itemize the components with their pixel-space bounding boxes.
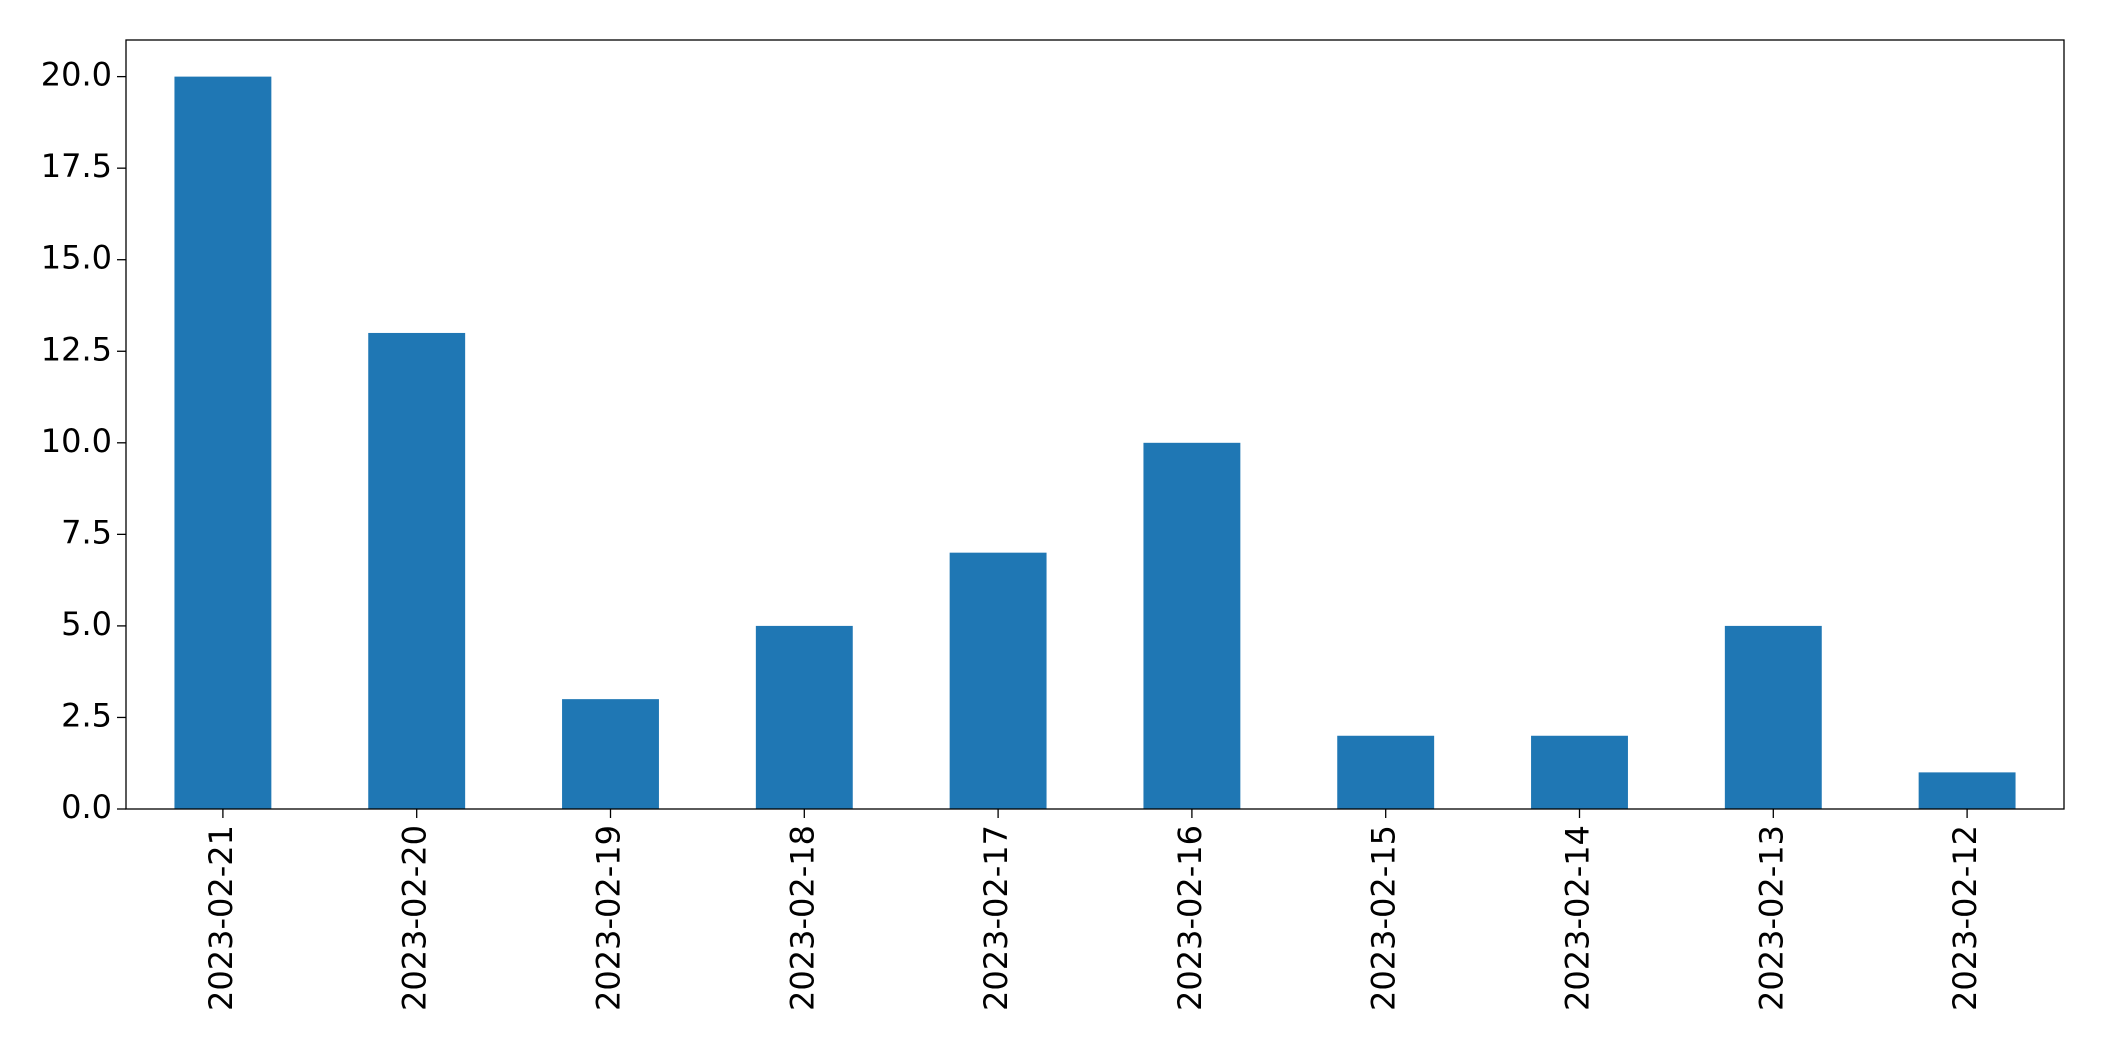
bar [1143, 442, 1241, 809]
bar [1337, 735, 1435, 809]
x-tick-label: 2023-02-12 [1946, 825, 1984, 1011]
bar [1531, 735, 1628, 809]
y-tick-label: 20.0 [41, 56, 112, 94]
y-tick-label: 5.0 [61, 605, 112, 643]
y-tick-label: 7.5 [61, 513, 112, 551]
y-tick-label: 2.5 [61, 696, 112, 734]
x-tick-label: 2023-02-18 [783, 825, 821, 1011]
x-tick-label: 2023-02-16 [1171, 825, 1209, 1011]
y-tick-label: 17.5 [41, 147, 112, 185]
x-tick-label: 2023-02-21 [202, 825, 240, 1011]
y-tick-label: 10.0 [41, 422, 112, 460]
y-tick-label: 12.5 [41, 330, 112, 368]
x-tick-label: 2023-02-20 [396, 825, 434, 1011]
bar [562, 699, 659, 809]
x-tick-label: 2023-02-15 [1365, 825, 1403, 1011]
y-tick-label: 15.0 [41, 239, 112, 277]
x-tick-label: 2023-02-14 [1559, 825, 1597, 1011]
x-tick-label: 2023-02-19 [590, 825, 628, 1011]
plot-frame [125, 39, 2065, 810]
bar [755, 625, 853, 809]
bar [1918, 772, 2016, 809]
x-tick-label: 2023-02-13 [1752, 825, 1790, 1011]
x-tick-label: 2023-02-17 [977, 825, 1015, 1011]
y-tick-label: 0.0 [61, 788, 112, 826]
bar [1724, 625, 1822, 809]
bar [368, 332, 466, 809]
bar [949, 552, 1047, 809]
bar [174, 76, 272, 810]
